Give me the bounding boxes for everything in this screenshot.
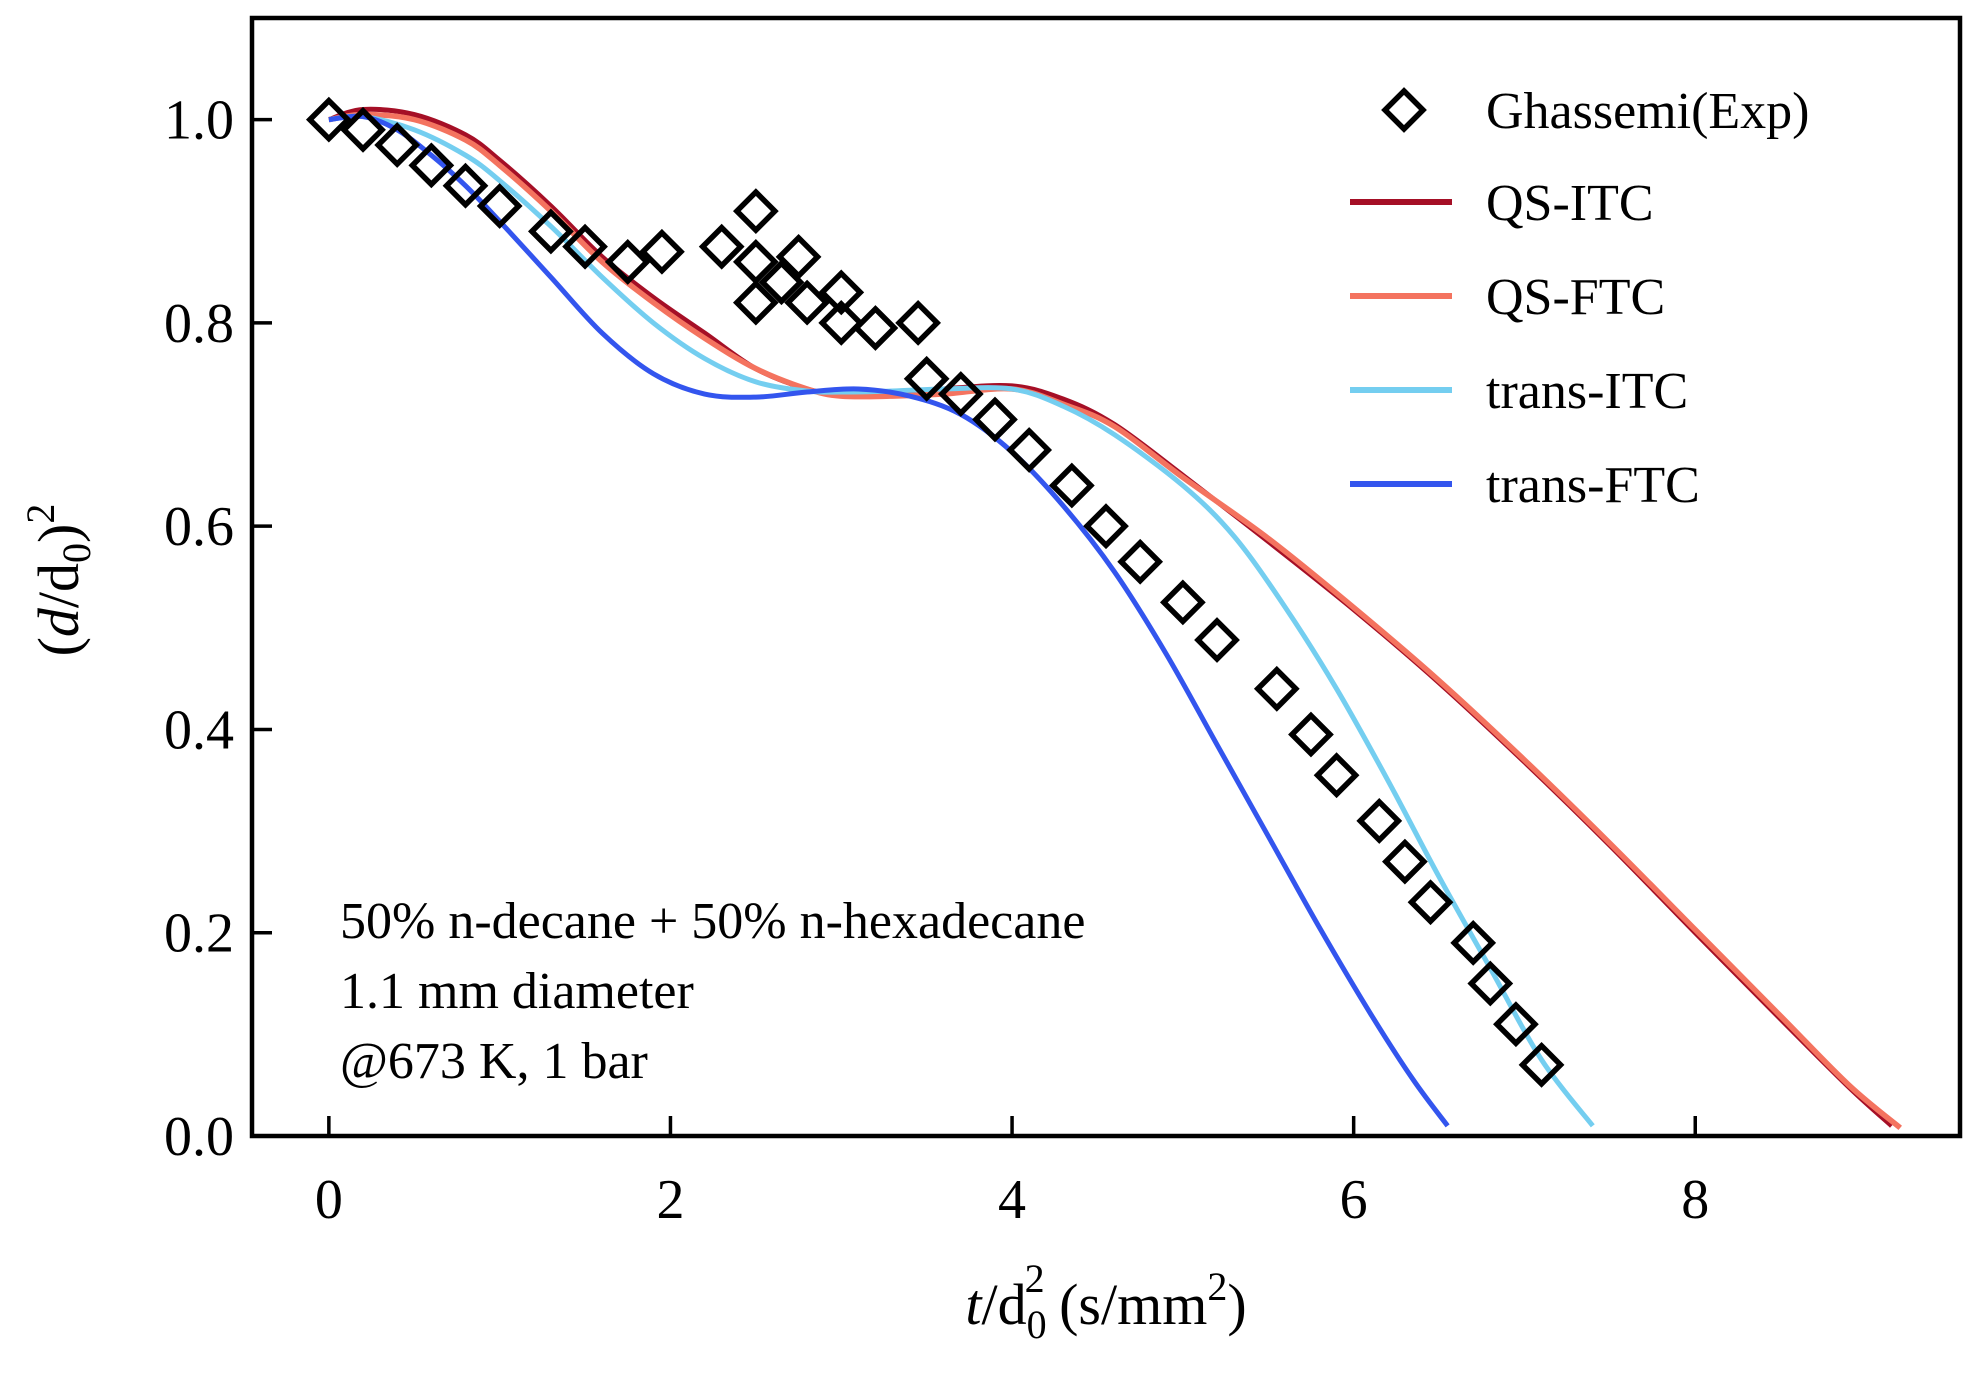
series-scatter-ghassemi-exp [305, 96, 1565, 1088]
legend: Ghassemi(Exp) QS-ITC QS-FTC trans-ITC trans-… [1350, 83, 1809, 514]
data-point-diamond [937, 371, 984, 417]
legend-label-qs-ftc: QS-FTC [1486, 269, 1665, 326]
y-axis-title-main: d [26, 607, 91, 637]
annotation-block: 50% n-decane + 50% n-hexadecane 1.1 mm d… [340, 893, 1085, 1090]
data-point-diamond [305, 96, 352, 143]
annotation-line-3: @673 K, 1 bar [340, 1033, 648, 1090]
data-point-diamond [1518, 1041, 1565, 1088]
data-point-diamond [758, 259, 805, 306]
y-axis-title-open: ( [26, 637, 91, 656]
data-point-diamond [1048, 462, 1095, 509]
y-axis-title-sup: 2 [18, 504, 63, 524]
data-point-diamond [1006, 427, 1053, 473]
data-point-diamond [818, 300, 865, 346]
annotation-line-2: 1.1 mm diameter [340, 963, 694, 1020]
data-point-diamond [1194, 617, 1240, 663]
data-point-diamond [562, 223, 608, 270]
annotation-line-1: 50% n-decane + 50% n-hexadecane [340, 893, 1085, 950]
plot-frame [249, 15, 1963, 1139]
data-point-diamond [732, 279, 779, 326]
data-point-diamond [340, 106, 386, 153]
x-axis-title: t/d02 (s/mm2) [965, 1256, 1246, 1347]
data-point-diamond [895, 300, 942, 346]
data-point-diamond [1159, 579, 1206, 626]
data-point-diamond [1288, 711, 1334, 758]
data-point-diamond [784, 279, 830, 326]
y-tick-label: 0.2 [164, 903, 234, 965]
series-line-trans-itc [328, 113, 1595, 1128]
data-point-diamond [604, 239, 651, 285]
data-point-diamond [1382, 838, 1428, 885]
data-point-diamond [1467, 960, 1514, 1007]
legend-label-trans-itc: trans-ITC [1486, 363, 1688, 420]
data-point-diamond [528, 208, 574, 255]
data-point-diamond [476, 183, 523, 229]
y-tick-label: 0.4 [164, 699, 234, 761]
x-tick-label: 4 [998, 1169, 1026, 1231]
legend-label-ghassemi-exp: Ghassemi(Exp) [1486, 83, 1809, 140]
y-tick-label: 0.6 [164, 496, 234, 558]
data-point-diamond [1117, 538, 1164, 585]
data-point-diamond [442, 162, 489, 209]
legend-label-qs-itc: QS-ITC [1486, 175, 1654, 232]
x-axis-title-sup: 2 [1025, 1256, 1045, 1301]
legend-label-trans-ftc: trans-FTC [1486, 457, 1700, 514]
data-point-diamond [1407, 879, 1454, 926]
x-tick-label: 0 [315, 1169, 343, 1231]
data-point-diamond [818, 269, 865, 316]
data-point-diamond [639, 228, 685, 275]
data-point-diamond [903, 355, 950, 402]
y-axis-title-sub: 0 [54, 543, 99, 563]
data-point-diamond [1253, 665, 1300, 712]
data-point-diamond [408, 142, 455, 189]
data-point-diamond [1313, 752, 1360, 799]
x-tick-label: 6 [1340, 1169, 1368, 1231]
data-point-diamond [775, 233, 822, 280]
data-point-diamond [1356, 798, 1403, 844]
data-point-diamond [1083, 503, 1129, 550]
x-tick-label: 2 [656, 1169, 684, 1231]
x-axis-title-close: ) [1227, 1272, 1246, 1337]
x-axis-title-sep: /d [981, 1272, 1026, 1337]
x-axis-title-text: t/d02 (s/mm2) [965, 1256, 1246, 1347]
y-axis-title: (d/d0)2 [18, 504, 99, 657]
legend-swatch-ghassemi-exp [1381, 87, 1427, 133]
y-tick-label: 0.0 [164, 1106, 234, 1168]
data-point-diamond [1493, 1001, 1539, 1048]
series-layer [305, 96, 1902, 1130]
x-axis-title-sub: 0 [1027, 1302, 1047, 1347]
y-tick-label: 0.8 [164, 293, 234, 355]
y-axis-title-close: ) [26, 524, 91, 543]
y-tick-label: 1.0 [164, 90, 234, 152]
x-tick-label: 8 [1681, 1169, 1709, 1231]
data-point-diamond [732, 188, 779, 234]
data-point-diamond [1450, 920, 1497, 966]
data-point-diamond [374, 122, 421, 168]
x-axis-title-tail: (s/mm [1045, 1272, 1208, 1337]
data-point-diamond [698, 223, 745, 270]
y-axis-title-sep: /d [26, 563, 91, 608]
x-axis-title-main: t [965, 1272, 983, 1337]
tick-layer: 0 2 4 6 8 0.0 0.2 0.4 0.6 0.8 1.0 [164, 90, 1709, 1231]
data-point-diamond [972, 396, 1018, 443]
x-axis-title-tail-sup: 2 [1207, 1264, 1227, 1309]
data-point-diamond [852, 305, 899, 351]
